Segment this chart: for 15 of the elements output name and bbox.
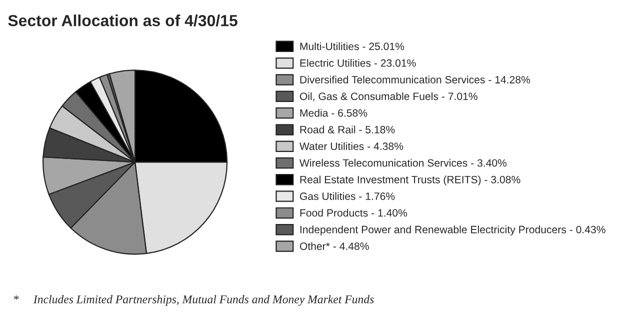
text: * Includes Limited Partnerships, Mutual Funds and Money Market Funds	[14, 295, 374, 306]
legend-label: Food Products - 1.40%	[300, 208, 408, 217]
legend-label: Real Estate Investment Trusts (REITS) - 3.08%	[300, 176, 520, 186]
legend-label: Other* - 4.48%	[300, 242, 369, 250]
legend-label: Water Utilities - 4.38%	[299, 142, 404, 150]
legend-label: Diversified Telecommunication Services - 14.28%	[300, 76, 530, 84]
legend-label: Road & Rail - 5.18%	[300, 126, 395, 134]
legend-label: Multi-Utilities - 25.01%	[300, 42, 404, 50]
legend-label: Media - 6.58%	[300, 108, 368, 117]
legend-label: Electric Utilities - 23.01%	[300, 59, 416, 67]
legend-label: Gas Utilities - 1.76%	[300, 192, 395, 200]
chart-title: Sector Allocation as of 4/30/15	[8, 14, 238, 26]
legend-label: Wireless Telecomunication Services - 3.40%	[299, 158, 507, 167]
legend-label: Independent Power and Renewable Electricity Producers - 0.43%	[300, 226, 606, 236]
legend-label: Oil, Gas & Consumable Fuels - 7.01%	[300, 92, 478, 102]
